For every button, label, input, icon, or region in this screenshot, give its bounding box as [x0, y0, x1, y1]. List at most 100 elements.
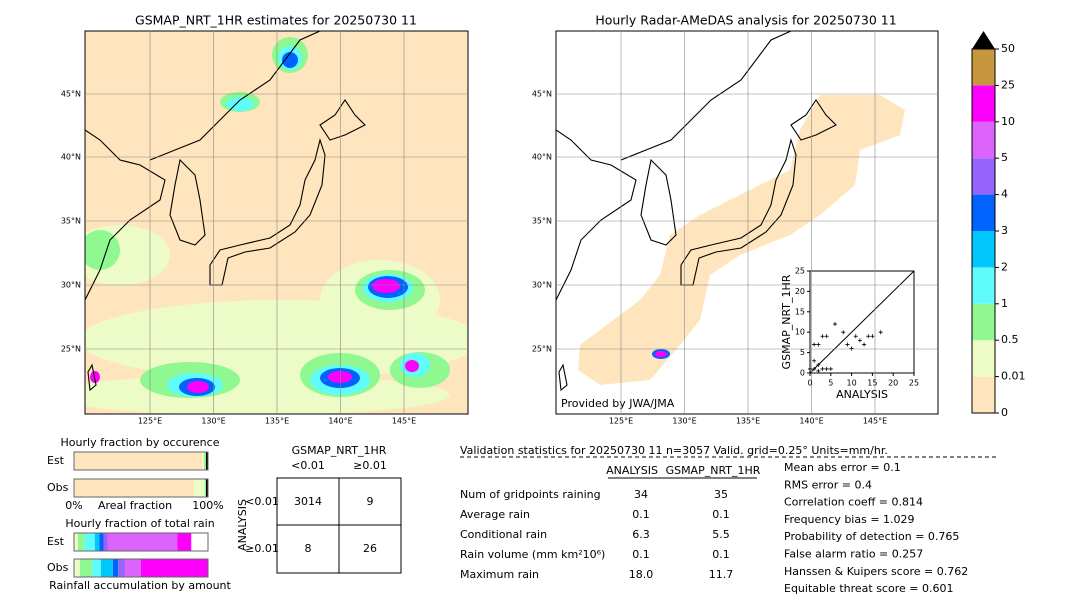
axis-label: Areal fraction — [98, 499, 172, 512]
x-tick-label: 20 — [888, 379, 898, 388]
stat-value: 18.0 — [629, 568, 654, 581]
point — [824, 334, 829, 339]
stat-value: 6.3 — [632, 528, 650, 541]
point — [812, 366, 817, 371]
lat-label: 30°N — [532, 281, 552, 290]
lon-label: 140°E — [328, 417, 352, 426]
fraction-segment — [193, 479, 205, 497]
colorbar-label: 2 — [1001, 260, 1008, 273]
x-tick-label: 5 — [828, 379, 833, 388]
score: Equitable threat score = 0.601 — [784, 582, 953, 595]
column-header: GSMAP_NRT_1HR — [666, 464, 761, 477]
point — [812, 358, 817, 363]
score: Correlation coeff = 0.814 — [784, 496, 923, 509]
colorbar-segment — [972, 231, 995, 268]
lat-label: 25°N — [532, 345, 552, 354]
lon-label: 135°E — [736, 417, 760, 426]
fraction-segment — [204, 479, 206, 497]
y-tick-label: 10 — [795, 328, 805, 337]
map-frame — [555, 30, 939, 415]
lon-label: 130°E — [201, 417, 225, 426]
score: Hanssen & Kuipers score = 0.762 — [784, 565, 968, 578]
point — [824, 366, 829, 371]
score: Frequency bias = 1.029 — [784, 513, 915, 526]
colorbar-segment — [972, 340, 995, 377]
stat-label: Average rain — [460, 508, 530, 521]
fraction-segment — [177, 533, 192, 551]
point — [841, 330, 846, 335]
colorbar-label: 0 — [1001, 406, 1008, 419]
fraction-segment — [74, 533, 79, 551]
row-label: Obs — [47, 481, 69, 494]
row-title: ANALYSIS — [236, 499, 249, 551]
credit: Provided by JWA/JMA — [561, 397, 675, 410]
axis-left: 0% — [65, 499, 82, 512]
fraction-segment — [103, 533, 108, 551]
lat-label: 40°N — [61, 153, 81, 162]
y-axis-label: GSMAP_NRT_1HR — [780, 274, 793, 369]
panel-footer: Rainfall accumulation by amount — [49, 579, 231, 592]
y-tick-label: 0 — [800, 369, 805, 378]
x-axis-label: ANALYSIS — [836, 388, 888, 401]
score: Mean abs error = 0.1 — [784, 461, 901, 474]
stat-label: Rain volume (mm km²10⁶) — [460, 548, 605, 561]
colorbar-segment — [972, 85, 995, 122]
point — [816, 342, 821, 347]
point — [816, 362, 821, 367]
fraction-segment — [74, 479, 194, 497]
inset-frame — [809, 270, 915, 374]
x-tick-label: 15 — [867, 379, 877, 388]
point — [808, 366, 812, 371]
lon-label: 140°E — [799, 417, 823, 426]
score: RMS error = 0.4 — [784, 478, 872, 491]
lon-label: 125°E — [609, 417, 633, 426]
lat-label: 45°N — [532, 90, 552, 99]
colorbar-label: 5 — [1001, 151, 1008, 164]
lat-label: 30°N — [61, 281, 81, 290]
fraction-segment — [94, 533, 100, 551]
point — [862, 342, 867, 347]
row-label: Est — [47, 535, 65, 548]
rain-field — [85, 37, 468, 414]
colorbar-segment — [972, 121, 995, 159]
colorbar-segment — [972, 376, 995, 413]
score: Probability of detection = 0.765 — [784, 530, 959, 543]
point — [857, 338, 862, 343]
lat-label: 25°N — [61, 345, 81, 354]
score: False alarm ratio = 0.257 — [784, 548, 923, 561]
stat-label: Maximum rain — [460, 568, 539, 581]
fraction-segment — [141, 559, 208, 577]
lon-label: 125°E — [138, 417, 162, 426]
cell: 3014 — [294, 495, 322, 508]
x-tick-label: 0 — [807, 379, 812, 388]
map-title: Hourly Radar-AMeDAS analysis for 2025073… — [595, 13, 896, 28]
lon-label: 145°E — [392, 417, 416, 426]
lat-label: 45°N — [61, 90, 81, 99]
point — [816, 368, 821, 373]
fraction-segment — [80, 559, 93, 577]
colorbar-label: 0.5 — [1001, 333, 1019, 346]
table-title: GSMAP_NRT_1HR — [292, 444, 387, 457]
point — [849, 346, 854, 351]
x-tick-label: 25 — [909, 379, 919, 388]
colorbar-label: 10 — [1001, 115, 1015, 128]
fraction-segment — [92, 559, 101, 577]
bar-frame — [73, 451, 209, 471]
row-label: Est — [47, 454, 65, 467]
stat-value: 0.1 — [632, 548, 650, 561]
lon-label: 130°E — [672, 417, 696, 426]
rain-field — [578, 95, 905, 385]
map-lines — [85, 31, 366, 392]
row-label: <0.01 — [245, 495, 279, 508]
point — [878, 330, 883, 335]
point — [820, 334, 825, 339]
panel-title: Hourly fraction by occurence — [61, 436, 220, 449]
stat-value: 0.1 — [712, 548, 730, 561]
colorbar-segment — [972, 303, 995, 341]
fraction-segment — [201, 452, 204, 470]
lon-label: 135°E — [265, 417, 289, 426]
colorbar-extend — [972, 31, 995, 49]
map-frame — [84, 30, 469, 415]
stat-value: 34 — [634, 488, 648, 501]
